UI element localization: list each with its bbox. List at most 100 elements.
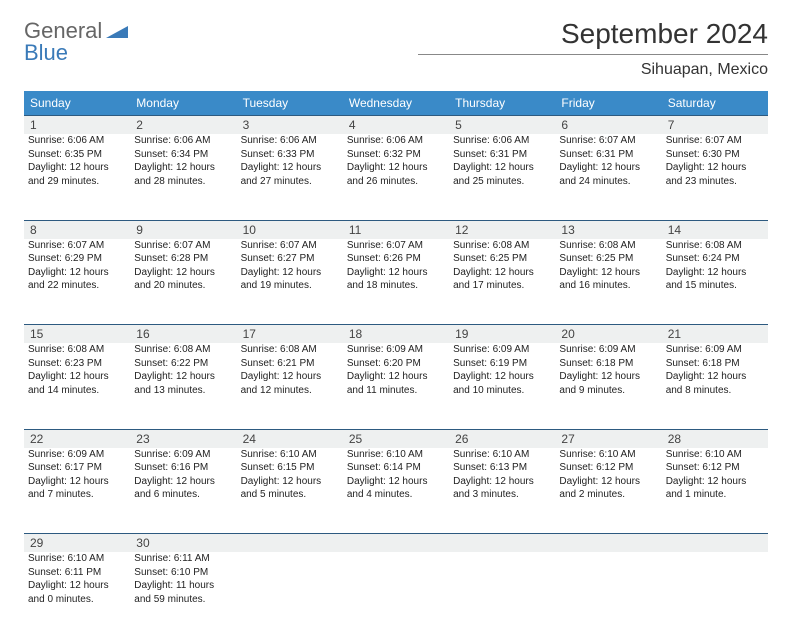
day-number-cell: 15 bbox=[24, 325, 130, 344]
week-content-row: Sunrise: 6:07 AMSunset: 6:29 PM Daylight:… bbox=[24, 239, 768, 325]
sunrise-line: Sunrise: 6:06 AM bbox=[453, 134, 551, 148]
sunrise-line: Sunrise: 6:11 AM bbox=[134, 552, 232, 566]
daylight-line: Daylight: 12 hours and 28 minutes. bbox=[134, 161, 232, 188]
sunrise-line: Sunrise: 6:09 AM bbox=[453, 343, 551, 357]
day-cell: Sunrise: 6:09 AMSunset: 6:20 PMDaylight:… bbox=[343, 343, 449, 429]
weekday-header: Sunday bbox=[24, 91, 130, 116]
sunset-line: Sunset: 6:12 PM bbox=[559, 461, 657, 475]
calendar-body: 1234567Sunrise: 6:06 AMSunset: 6:35 PMDa… bbox=[24, 116, 768, 638]
sunset-line: Sunset: 6:22 PM bbox=[134, 357, 232, 371]
day-cell: Sunrise: 6:09 AMSunset: 6:17 PMDaylight:… bbox=[24, 448, 130, 534]
day-cell: Sunrise: 6:07 AMSunset: 6:27 PMDaylight:… bbox=[237, 239, 343, 325]
day-cell: Sunrise: 6:10 AMSunset: 6:11 PMDaylight:… bbox=[24, 552, 130, 638]
sunset-line: Sunset: 6:21 PM bbox=[241, 357, 339, 371]
day-number-cell: 14 bbox=[662, 220, 768, 239]
day-cell: Sunrise: 6:06 AMSunset: 6:31 PMDaylight:… bbox=[449, 134, 555, 220]
sunset-line: Sunset: 6:34 PM bbox=[134, 148, 232, 162]
sunrise-line: Sunrise: 6:06 AM bbox=[28, 134, 126, 148]
brand-triangle-icon bbox=[106, 18, 128, 44]
header: General September 2024 Sihuapan, Mexico bbox=[24, 18, 768, 79]
sunrise-line: Sunrise: 6:06 AM bbox=[241, 134, 339, 148]
day-number-cell: 12 bbox=[449, 220, 555, 239]
sunrise-line: Sunrise: 6:07 AM bbox=[28, 239, 126, 253]
sunset-line: Sunset: 6:13 PM bbox=[453, 461, 551, 475]
day-number-cell bbox=[343, 534, 449, 553]
sunset-line: Sunset: 6:10 PM bbox=[134, 566, 232, 580]
day-cell: Sunrise: 6:07 AMSunset: 6:30 PMDaylight:… bbox=[662, 134, 768, 220]
day-cell: Sunrise: 6:08 AMSunset: 6:25 PMDaylight:… bbox=[449, 239, 555, 325]
day-number-cell bbox=[555, 534, 661, 553]
sunset-line: Sunset: 6:25 PM bbox=[453, 252, 551, 266]
weekday-header: Thursday bbox=[449, 91, 555, 116]
daylight-line: Daylight: 12 hours and 3 minutes. bbox=[453, 475, 551, 502]
sunset-line: Sunset: 6:32 PM bbox=[347, 148, 445, 162]
brand-line2: Blue bbox=[24, 40, 68, 66]
daylight-line: Daylight: 12 hours and 23 minutes. bbox=[666, 161, 764, 188]
week-content-row: Sunrise: 6:06 AMSunset: 6:35 PMDaylight:… bbox=[24, 134, 768, 220]
sunrise-line: Sunrise: 6:08 AM bbox=[559, 239, 657, 253]
weekday-header: Friday bbox=[555, 91, 661, 116]
day-cell: Sunrise: 6:08 AMSunset: 6:25 PMDaylight:… bbox=[555, 239, 661, 325]
day-cell: Sunrise: 6:08 AMSunset: 6:23 PMDaylight:… bbox=[24, 343, 130, 429]
daylight-line: Daylight: 12 hours and 9 minutes. bbox=[559, 370, 657, 397]
day-number-cell: 21 bbox=[662, 325, 768, 344]
day-number-cell: 22 bbox=[24, 429, 130, 448]
day-number-cell: 8 bbox=[24, 220, 130, 239]
sunset-line: Sunset: 6:23 PM bbox=[28, 357, 126, 371]
sunrise-line: Sunrise: 6:07 AM bbox=[559, 134, 657, 148]
day-number-cell: 17 bbox=[237, 325, 343, 344]
day-cell bbox=[662, 552, 768, 638]
day-number-cell: 23 bbox=[130, 429, 236, 448]
day-cell bbox=[343, 552, 449, 638]
day-cell: Sunrise: 6:08 AMSunset: 6:22 PMDaylight:… bbox=[130, 343, 236, 429]
day-number-cell: 29 bbox=[24, 534, 130, 553]
day-number-cell bbox=[449, 534, 555, 553]
day-number-cell: 10 bbox=[237, 220, 343, 239]
day-cell bbox=[237, 552, 343, 638]
sunrise-line: Sunrise: 6:06 AM bbox=[347, 134, 445, 148]
sunset-line: Sunset: 6:12 PM bbox=[666, 461, 764, 475]
location-label: Sihuapan, Mexico bbox=[418, 61, 768, 79]
daylight-line: Daylight: 12 hours and 25 minutes. bbox=[453, 161, 551, 188]
daylight-line: Daylight: 12 hours and 10 minutes. bbox=[453, 370, 551, 397]
sunset-line: Sunset: 6:31 PM bbox=[559, 148, 657, 162]
day-cell: Sunrise: 6:10 AMSunset: 6:12 PMDaylight:… bbox=[555, 448, 661, 534]
sunset-line: Sunset: 6:30 PM bbox=[666, 148, 764, 162]
daylight-line: Daylight: 12 hours and 29 minutes. bbox=[28, 161, 126, 188]
daynum-row: 2930 bbox=[24, 534, 768, 553]
day-number-cell: 26 bbox=[449, 429, 555, 448]
sunrise-line: Sunrise: 6:06 AM bbox=[134, 134, 232, 148]
day-number-cell: 27 bbox=[555, 429, 661, 448]
day-cell: Sunrise: 6:09 AMSunset: 6:18 PMDaylight:… bbox=[555, 343, 661, 429]
sunset-line: Sunset: 6:29 PM bbox=[28, 252, 126, 266]
sunrise-line: Sunrise: 6:08 AM bbox=[453, 239, 551, 253]
sunset-line: Sunset: 6:28 PM bbox=[134, 252, 232, 266]
day-number-cell: 4 bbox=[343, 116, 449, 135]
weekday-header: Tuesday bbox=[237, 91, 343, 116]
daylight-line: Daylight: 12 hours and 18 minutes. bbox=[347, 266, 445, 293]
sunrise-line: Sunrise: 6:08 AM bbox=[134, 343, 232, 357]
day-cell: Sunrise: 6:07 AMSunset: 6:29 PMDaylight:… bbox=[24, 239, 130, 325]
daylight-line: Daylight: 12 hours and 6 minutes. bbox=[134, 475, 232, 502]
day-cell: Sunrise: 6:09 AMSunset: 6:19 PMDaylight:… bbox=[449, 343, 555, 429]
sunset-line: Sunset: 6:20 PM bbox=[347, 357, 445, 371]
daylight-line: Daylight: 12 hours and 24 minutes. bbox=[559, 161, 657, 188]
day-cell: Sunrise: 6:07 AMSunset: 6:31 PMDaylight:… bbox=[555, 134, 661, 220]
weekday-header: Monday bbox=[130, 91, 236, 116]
sunrise-line: Sunrise: 6:08 AM bbox=[28, 343, 126, 357]
daylight-line: Daylight: 12 hours and 14 minutes. bbox=[28, 370, 126, 397]
day-number-cell bbox=[662, 534, 768, 553]
weekday-header: Saturday bbox=[662, 91, 768, 116]
day-cell: Sunrise: 6:06 AMSunset: 6:34 PMDaylight:… bbox=[130, 134, 236, 220]
day-cell: Sunrise: 6:10 AMSunset: 6:15 PMDaylight:… bbox=[237, 448, 343, 534]
sunrise-line: Sunrise: 6:10 AM bbox=[666, 448, 764, 462]
day-cell: Sunrise: 6:07 AMSunset: 6:28 PMDaylight:… bbox=[130, 239, 236, 325]
sunrise-line: Sunrise: 6:10 AM bbox=[28, 552, 126, 566]
sunset-line: Sunset: 6:31 PM bbox=[453, 148, 551, 162]
daylight-line: Daylight: 12 hours and 16 minutes. bbox=[559, 266, 657, 293]
sunset-line: Sunset: 6:17 PM bbox=[28, 461, 126, 475]
weekday-header-row: Sunday Monday Tuesday Wednesday Thursday… bbox=[24, 91, 768, 116]
day-number-cell bbox=[237, 534, 343, 553]
day-number-cell: 6 bbox=[555, 116, 661, 135]
day-cell: Sunrise: 6:08 AMSunset: 6:24 PMDaylight:… bbox=[662, 239, 768, 325]
